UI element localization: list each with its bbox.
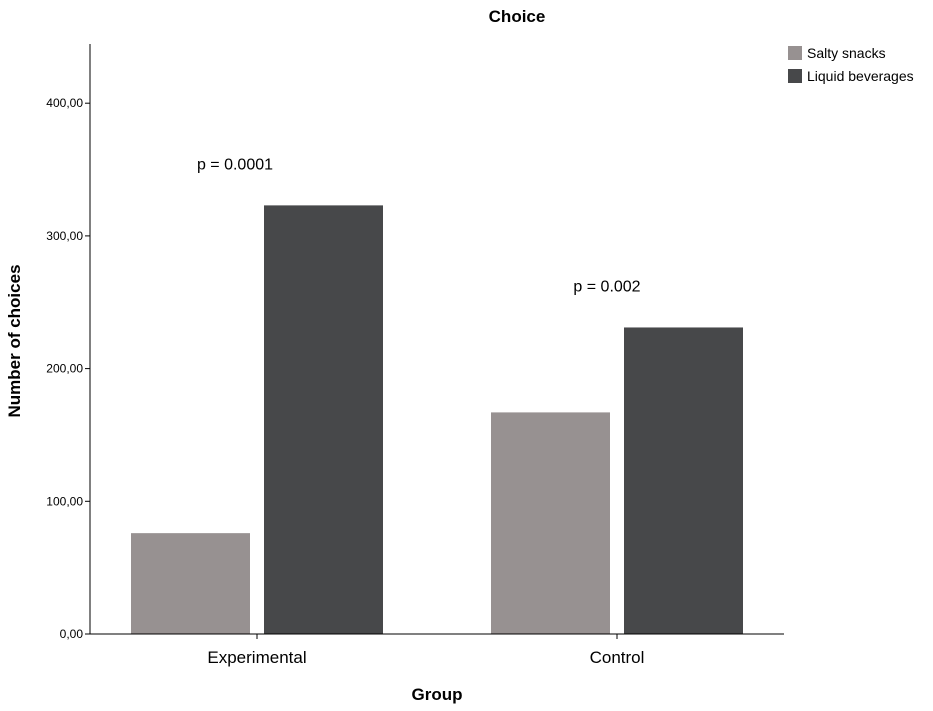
chart-title: Choice	[489, 7, 546, 26]
legend-label: Liquid beverages	[807, 68, 914, 84]
bar-control-salty-snacks	[491, 412, 610, 634]
legend-swatch	[788, 69, 802, 83]
x-tick-label: Experimental	[207, 648, 306, 667]
bar-control-liquid-beverages	[624, 327, 743, 634]
plot-area: 0,00 100,00 200,00 300,00 400,00 Experimental…	[46, 96, 743, 667]
bar-experimental-salty-snacks	[131, 533, 250, 634]
legend: Salty snacks Liquid beverages	[788, 45, 914, 84]
legend-swatch	[788, 46, 802, 60]
y-axis-title: Number of choices	[5, 264, 24, 417]
p-value-annotation: p = 0.002	[573, 278, 640, 295]
y-tick-label: 400,00	[46, 96, 83, 110]
y-tick-label: 100,00	[46, 494, 83, 508]
y-tick-label: 0,00	[60, 627, 84, 641]
p-value-annotation: p = 0.0001	[197, 156, 273, 173]
bar-experimental-liquid-beverages	[264, 205, 383, 634]
y-tick-label: 300,00	[46, 229, 83, 243]
x-tick-label: Control	[590, 648, 645, 667]
legend-label: Salty snacks	[807, 45, 886, 61]
x-axis-title: Group	[412, 685, 463, 704]
y-tick-label: 200,00	[46, 362, 83, 376]
